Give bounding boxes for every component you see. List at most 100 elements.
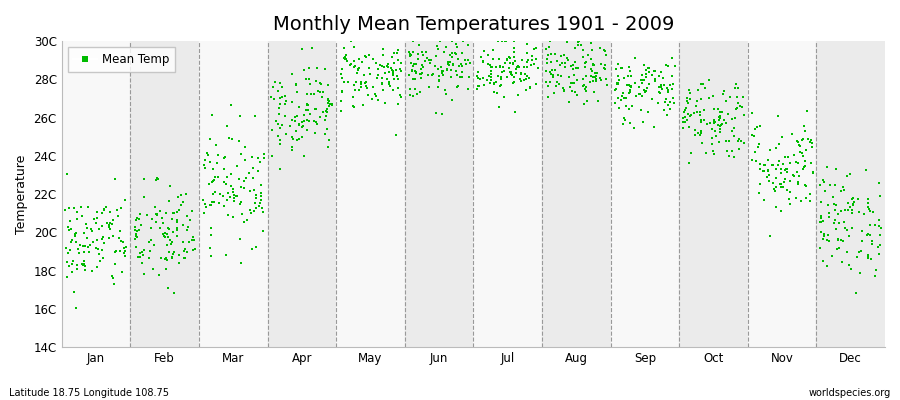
Point xyxy=(854,228,868,234)
Point xyxy=(845,200,859,207)
Point xyxy=(162,198,176,204)
Point xyxy=(842,204,857,210)
Point xyxy=(461,85,475,92)
Point xyxy=(632,90,646,97)
Point xyxy=(403,53,418,60)
Bar xyxy=(680,41,748,347)
Point xyxy=(338,54,353,61)
Point xyxy=(166,249,181,255)
Point xyxy=(205,199,220,206)
Point xyxy=(204,225,219,232)
Text: worldspecies.org: worldspecies.org xyxy=(809,388,891,398)
Point xyxy=(272,104,286,111)
Point xyxy=(137,176,151,182)
Point xyxy=(409,60,423,67)
Point xyxy=(294,46,309,52)
Point xyxy=(338,55,352,62)
Point xyxy=(724,93,738,100)
Point xyxy=(61,205,76,211)
Point xyxy=(265,153,279,159)
Point xyxy=(746,132,760,139)
Point xyxy=(842,207,856,213)
Point xyxy=(346,44,361,50)
Point xyxy=(273,166,287,172)
Point xyxy=(860,252,875,258)
Point xyxy=(634,77,649,83)
Point xyxy=(202,180,217,187)
Point xyxy=(77,261,92,267)
Point xyxy=(612,105,626,112)
Point xyxy=(287,118,302,124)
Point xyxy=(160,225,175,231)
Point xyxy=(283,123,297,129)
Point xyxy=(677,109,691,115)
Point xyxy=(653,82,668,88)
Point xyxy=(238,157,252,163)
Point xyxy=(829,202,843,208)
Point xyxy=(105,233,120,240)
Point xyxy=(170,225,184,231)
Point xyxy=(795,137,809,143)
Point xyxy=(506,60,520,67)
Point xyxy=(319,113,333,119)
Point xyxy=(852,209,867,215)
Point xyxy=(105,217,120,223)
Point xyxy=(76,213,90,219)
Point xyxy=(497,94,511,100)
Point xyxy=(149,211,164,217)
Point xyxy=(735,104,750,110)
Point xyxy=(415,62,429,68)
Bar xyxy=(473,41,542,347)
Point xyxy=(393,65,408,72)
Point xyxy=(814,212,828,219)
Point xyxy=(112,228,127,234)
Point xyxy=(250,167,265,174)
Point xyxy=(279,130,293,137)
Point xyxy=(135,249,149,255)
Point xyxy=(814,214,828,221)
Point xyxy=(446,62,460,68)
Point xyxy=(749,158,763,164)
Point xyxy=(756,162,770,168)
Point xyxy=(484,70,499,77)
Point xyxy=(412,42,427,48)
Point xyxy=(71,246,86,252)
Point xyxy=(318,117,332,124)
Point xyxy=(757,197,771,204)
Point xyxy=(550,79,564,85)
Point xyxy=(598,76,613,82)
Point xyxy=(391,57,405,63)
Point xyxy=(611,79,625,86)
Point xyxy=(587,62,601,68)
Point xyxy=(158,210,173,217)
Point xyxy=(756,168,770,174)
Point xyxy=(158,234,173,240)
Point xyxy=(92,251,106,258)
Point xyxy=(711,122,725,129)
Point xyxy=(237,178,251,184)
Point xyxy=(519,72,534,79)
Point xyxy=(644,71,659,78)
Point xyxy=(176,248,191,254)
Point xyxy=(205,190,220,197)
Point xyxy=(238,174,253,181)
Point xyxy=(350,70,365,76)
Point xyxy=(129,244,143,250)
Point xyxy=(737,140,751,146)
Point xyxy=(166,255,180,261)
Point xyxy=(554,60,569,66)
Point xyxy=(320,96,335,102)
Point xyxy=(310,106,324,112)
Point xyxy=(635,93,650,99)
Point xyxy=(719,138,733,144)
Point xyxy=(626,102,640,109)
Point xyxy=(391,57,405,64)
Point xyxy=(343,62,357,68)
Point xyxy=(496,64,510,70)
Point xyxy=(566,66,580,72)
Point xyxy=(181,224,195,230)
Point xyxy=(561,57,575,64)
Point xyxy=(405,48,419,55)
Point xyxy=(584,72,598,79)
Point xyxy=(756,168,770,174)
